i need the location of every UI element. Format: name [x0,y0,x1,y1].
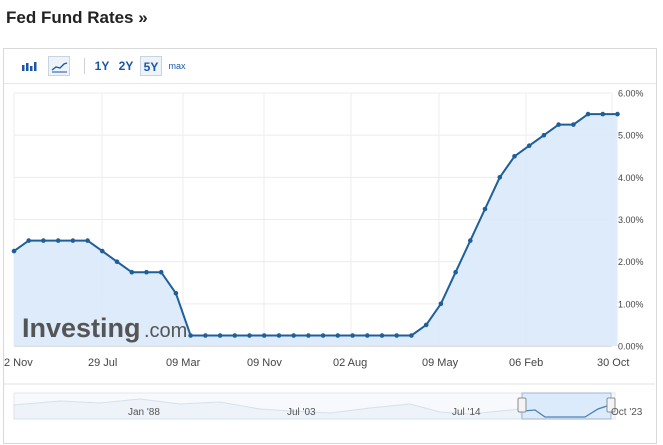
data-point [438,301,444,307]
bar-chart-icon[interactable] [18,56,40,76]
range-1y-button[interactable]: 1Y [94,59,110,73]
data-point [55,238,61,243]
data-point [41,238,46,243]
data-point [276,333,282,338]
data-point [526,143,532,148]
data-point [158,269,164,275]
x-tick-label: 2 Nov [4,357,33,369]
data-point [409,333,414,338]
investing-watermark: Investing .com [22,313,187,343]
data-point [350,333,355,338]
data-point [453,269,458,275]
navigator-label: Jul '14 [452,407,481,418]
data-point [217,333,223,338]
data-point [232,333,238,338]
data-point [320,333,326,338]
data-point [70,238,76,243]
navigator-label: Jan '88 [128,407,160,418]
y-tick-label: 2.00% [618,257,644,267]
data-point [394,333,400,338]
navigator-left-handle [517,397,527,413]
x-tick-label: 29 Jul [88,357,117,369]
y-tick-label: 4.00% [618,173,644,183]
data-point [468,238,473,243]
toolbar-separator [84,58,85,74]
y-tick-label: 0.00% [618,342,644,352]
x-tick-label: 09 May [422,357,459,369]
watermark-com-text: .com [144,320,187,342]
range-max-button[interactable]: max [168,61,186,71]
navigator-label: Oct '23 [611,407,643,418]
y-tick-label: 1.00% [618,299,644,309]
range-navigator[interactable]: Jan '88 Jul '03 Jul '14 Oct '23 [13,392,643,420]
x-tick-label: 09 Mar [166,357,201,369]
data-point [585,111,591,117]
data-points [11,111,620,338]
x-tick-label: 30 Oct [597,357,629,369]
data-point [261,333,267,338]
data-point [144,269,149,275]
x-tick-label: 02 Aug [333,357,367,369]
y-tick-label: 3.00% [618,215,644,225]
data-point [173,291,179,296]
data-point [291,333,297,338]
data-point [482,206,488,212]
data-point [365,333,370,338]
data-point [129,269,135,275]
range-2y-button[interactable]: 2Y [118,59,134,73]
navigator-selection [521,392,612,420]
x-tick-label: 09 Nov [247,357,282,369]
navigator-right-handle [606,397,616,413]
data-point [335,333,341,338]
data-point [615,111,620,117]
chart-toolbar: 1Y 2Y 5Y max [4,49,656,84]
y-axis-ticks: 0.00% 1.00% 2.00% 3.00% 4.00% 5.00% 6.00% [618,89,644,352]
area-chart-icon[interactable] [48,56,70,76]
y-tick-label: 6.00% [618,89,644,99]
data-point [26,238,32,243]
navigator-mini-line [522,404,611,418]
data-point [114,259,120,265]
navigator-label: Jul '03 [287,407,316,418]
data-point [11,248,17,254]
data-point [100,248,105,254]
data-point [85,238,90,243]
data-point [541,132,547,138]
y-tick-label: 5.00% [618,131,644,141]
page-title[interactable]: Fed Fund Rates » [6,8,148,27]
data-point [556,122,561,127]
data-point [379,333,385,338]
series-line [13,113,618,337]
x-axis-ticks: 2 Nov 29 Jul 09 Mar 09 Nov 02 Aug 09 May 06 Fe… [4,357,629,369]
x-tick-label: 06 Feb [509,357,543,369]
watermark-investing-text: Investing [22,313,141,343]
data-point [203,333,208,338]
data-point [600,111,606,117]
data-point [188,333,193,338]
data-point [247,333,252,338]
data-point [512,154,517,159]
data-point [497,175,503,180]
range-5y-button[interactable]: 5Y [140,56,162,76]
data-point [571,122,576,127]
series-area-fill [14,114,618,346]
data-point [306,333,311,338]
data-point [423,322,429,328]
